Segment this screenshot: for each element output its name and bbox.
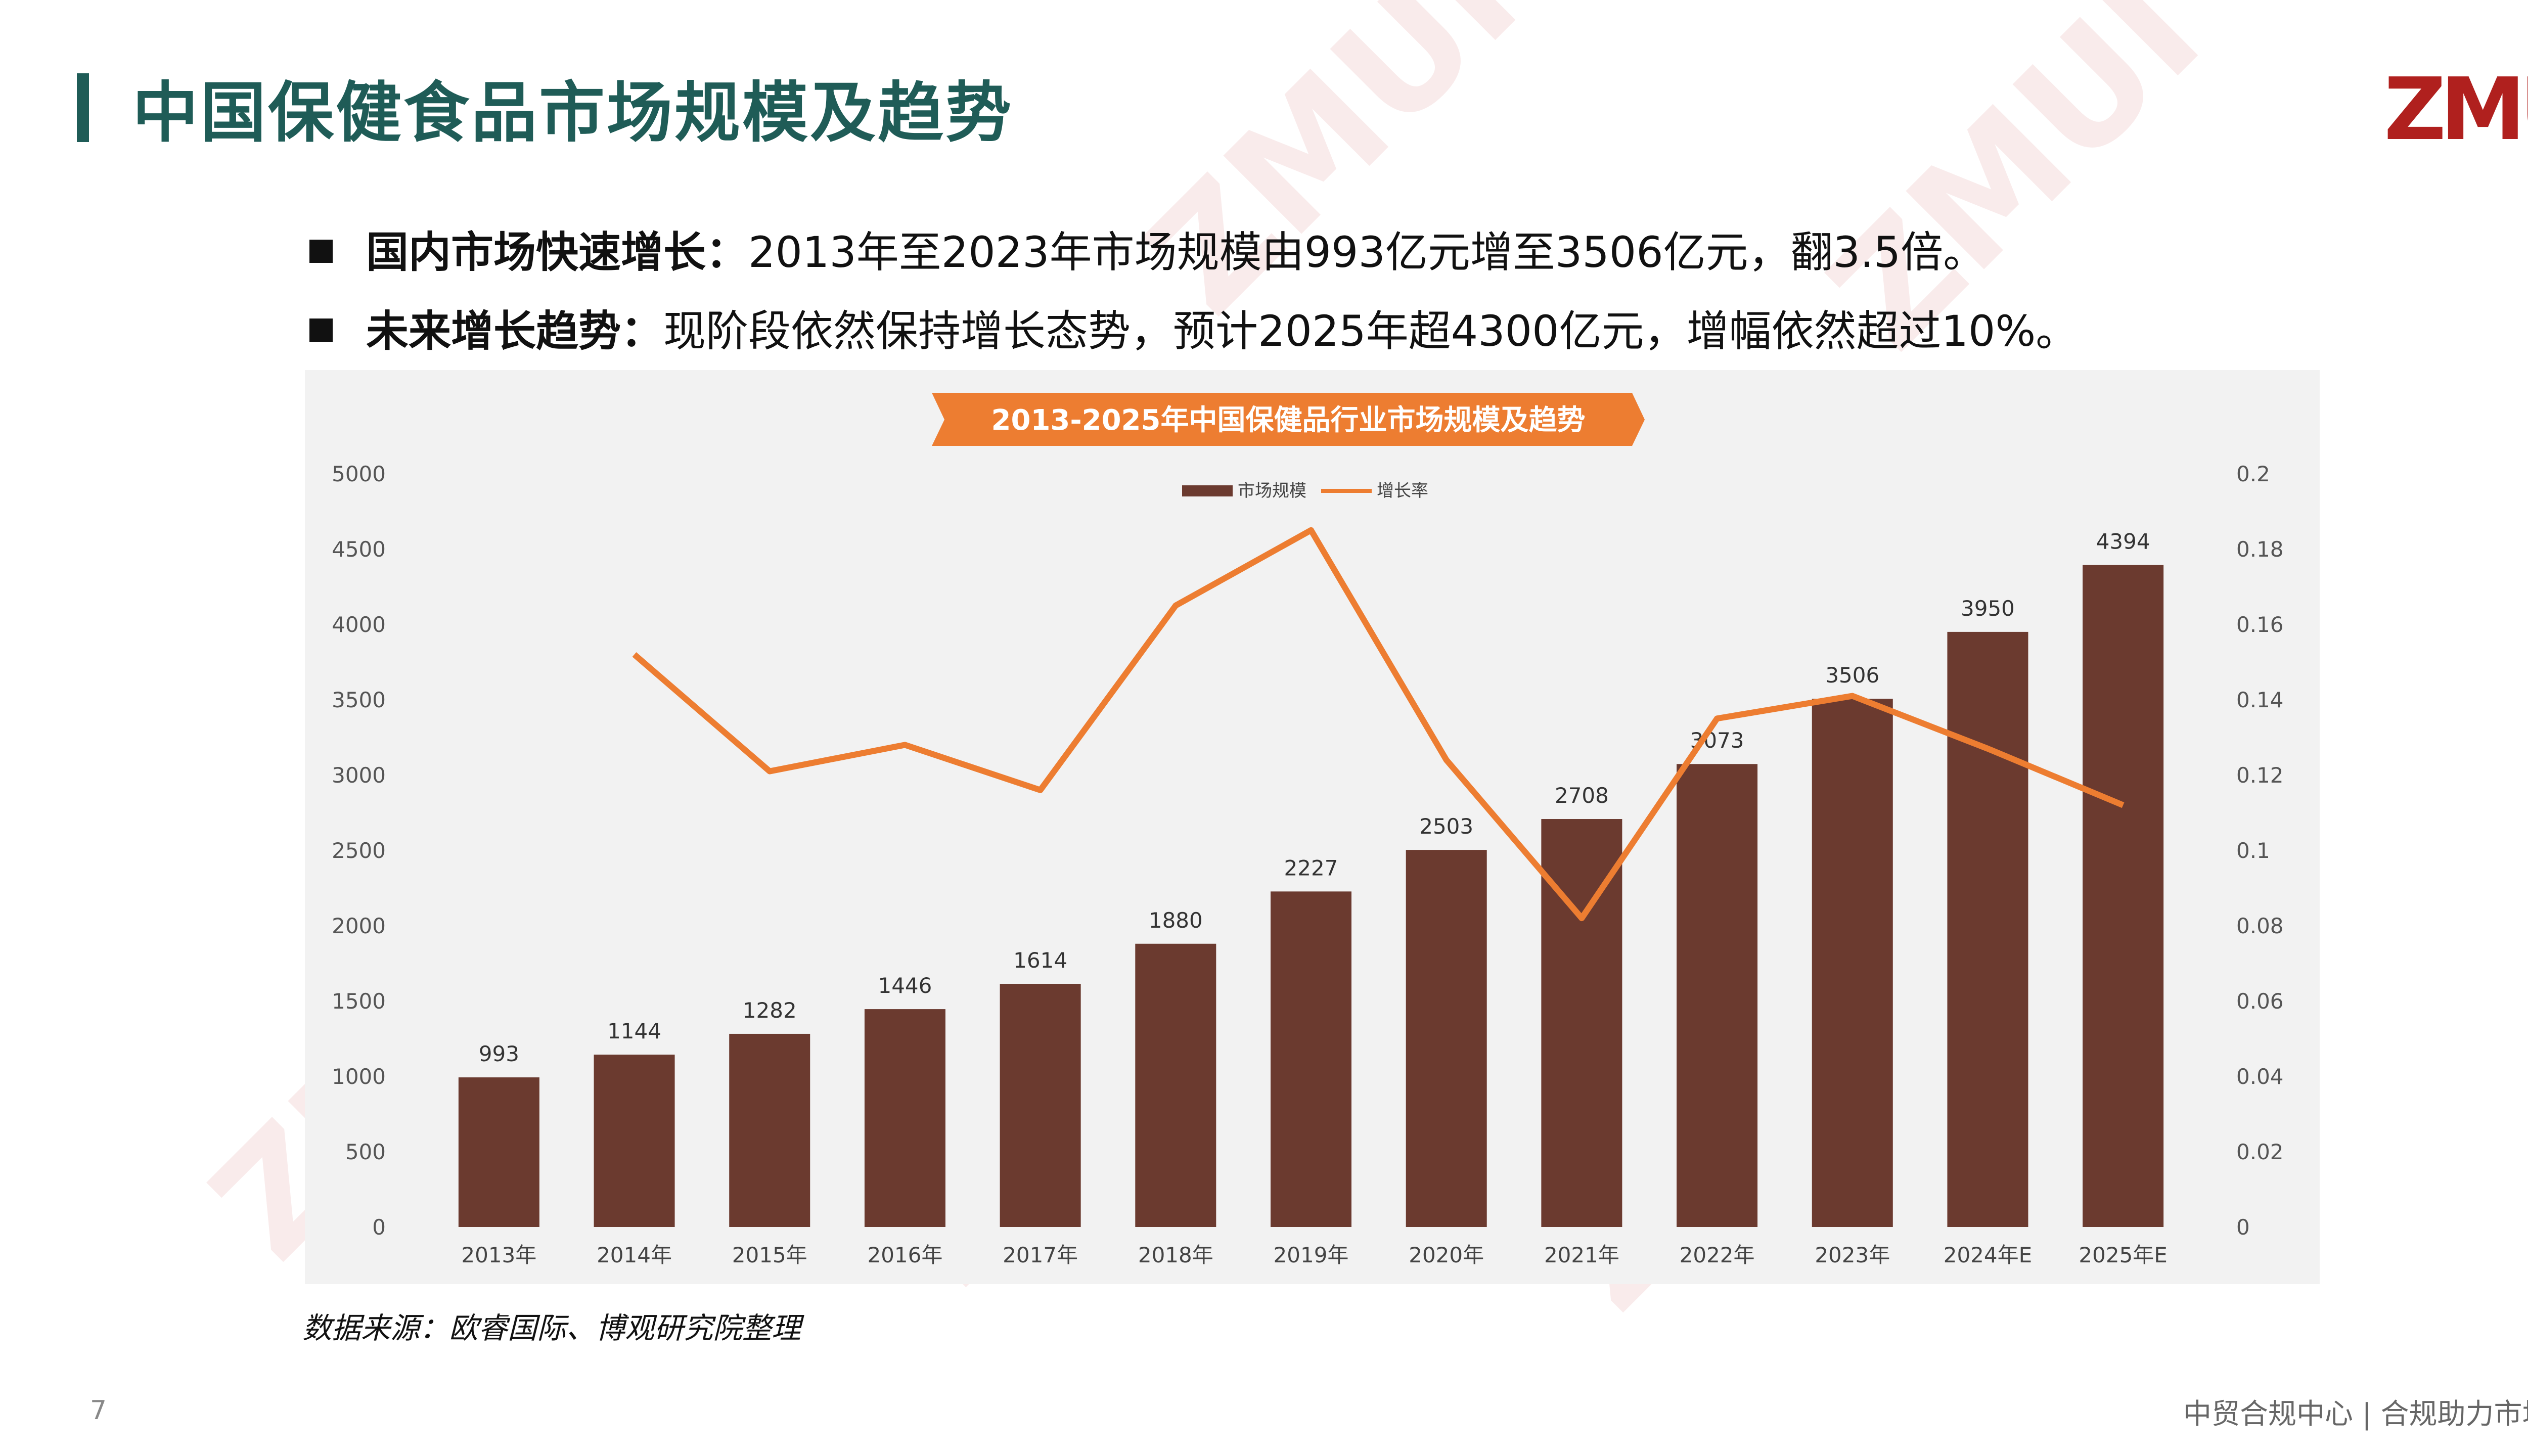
footer-brand: 中贸合规中心 | 合规助力市场 [2183,1398,2528,1431]
bar-value-label: 2227 [1284,855,1338,880]
legend-bar-swatch [1182,485,1233,496]
bullet-1-bold: 国内市场快速增长： [366,228,749,277]
watermark: ZMUI [1114,0,1551,347]
y-axis-right-tick: 0.2 [2236,462,2270,486]
x-axis-tick: 2015年 [732,1243,807,1267]
bar [1812,699,1893,1227]
brand-logo: ZMUI [2384,60,2528,154]
bar-value-label: 993 [479,1041,519,1066]
y-axis-left-tick: 3000 [332,763,386,788]
page-number: 7 [90,1395,107,1426]
x-axis-tick: 2020年 [1409,1243,1484,1267]
y-axis-left-tick: 1500 [332,989,386,1014]
bar [729,1033,810,1227]
y-axis-right-tick: 0.02 [2236,1140,2284,1164]
y-axis-left-tick: 500 [345,1140,386,1164]
bar [1000,984,1081,1227]
bar-value-label: 2503 [1419,814,1473,839]
market-size-chart: 2013-2025年中国保健品行业市场规模及趋势 市场规模 增长率 0 500 10… [332,393,2284,1267]
bar-value-label: 1614 [1013,948,1067,973]
title-accent-bar [77,73,89,142]
bar-value-label: 3506 [1825,663,1879,688]
y-axis-left-tick: 3500 [332,688,386,712]
chart-panel: 2013-2025年中国保健品行业市场规模及趋势 市场规模 增长率 0 500 10… [305,370,2320,1284]
bar-value-label: 4394 [2096,529,2150,554]
chart-title: 2013-2025年中国保健品行业市场规模及趋势 [991,404,1586,437]
y-axis-right-tick: 0.04 [2236,1064,2284,1089]
x-axis-tick: 2025年E [2079,1243,2167,1267]
bullet-2-text: 现阶段依然保持增长态势，预计2025年超4300亿元，增幅依然超过10%。 [663,306,2079,356]
bar [458,1077,539,1227]
y-axis-right-tick: 0.14 [2236,688,2284,712]
x-axis-tick: 2016年 [867,1243,942,1267]
bar [594,1055,675,1227]
x-axis-tick: 2022年 [1680,1243,1755,1267]
bullet-2: 未来增长趋势：现阶段依然保持增长态势，预计2025年超4300亿元，增幅依然超过… [309,297,2078,358]
y-axis-right-tick: 0.08 [2236,914,2284,938]
bar [2083,565,2164,1227]
svg-text:ZMUI: ZMUI [2384,60,2528,154]
x-axis-tick: 2017年 [1003,1243,1078,1267]
x-axis-tick: 2023年 [1815,1243,1890,1267]
y-axis-left-tick: 0 [372,1215,386,1240]
data-source: 数据来源：欧睿国际、博观研究院整理 [302,1311,801,1345]
y-axis-left-tick: 2000 [332,914,386,938]
x-axis-tick: 2013年 [461,1243,536,1267]
bar [1677,764,1758,1227]
y-axis-right-tick: 0.18 [2236,537,2284,562]
bullet-square-icon [309,318,333,342]
bar-value-label: 1282 [743,998,797,1023]
bullet-2-bold: 未来增长趋势： [366,306,664,356]
y-axis-right-tick: 0.1 [2236,838,2270,863]
bar [1135,943,1216,1227]
bar [864,1009,945,1227]
growth-rate-line [632,527,2125,922]
bar [1271,891,1351,1227]
x-axis-tick: 2019年 [1274,1243,1349,1267]
bar [1406,850,1487,1227]
x-axis-tick: 2021年 [1544,1243,1619,1267]
y-axis-left-tick: 1000 [332,1064,386,1089]
bullet-square-icon [309,240,333,263]
y-axis-left-tick: 2500 [332,838,386,863]
legend-line-label: 增长率 [1377,481,1428,501]
y-axis-right-tick: 0.12 [2236,763,2284,788]
bullet-1-text: 2013年至2023年市场规模由993亿元增至3506亿元，翻3.5倍。 [748,228,1986,277]
y-axis-left-tick: 4500 [332,537,386,562]
x-axis-tick: 2014年 [597,1243,672,1267]
legend-bar-label: 市场规模 [1238,481,1306,501]
page-title: 中国保健食品市场规模及趋势 [132,74,1014,151]
x-axis-tick: 2018年 [1138,1243,1213,1267]
bar-value-label: 2708 [1555,783,1609,808]
bar-value-label: 1446 [878,973,932,998]
y-axis-right-tick: 0.16 [2236,612,2284,637]
chart-legend: 市场规模 增长率 [1182,481,1428,501]
bullet-1: 国内市场快速增长：2013年至2023年市场规模由993亿元增至3506亿元，翻… [309,218,1985,280]
x-axis-tick: 2024年E [1944,1243,2032,1267]
y-axis-right-tick: 0.06 [2236,989,2284,1014]
bar [1947,631,2028,1227]
bar-value-label: 3950 [1961,596,2015,621]
bar-value-label: 1144 [607,1019,661,1043]
bar-value-label: 1880 [1149,908,1203,933]
y-axis-right-tick: 0 [2236,1215,2250,1240]
chart-title-banner: 2013-2025年中国保健品行业市场规模及趋势 [932,393,1645,446]
y-axis-left-tick: 5000 [332,462,386,486]
y-axis-left-tick: 4000 [332,612,386,637]
